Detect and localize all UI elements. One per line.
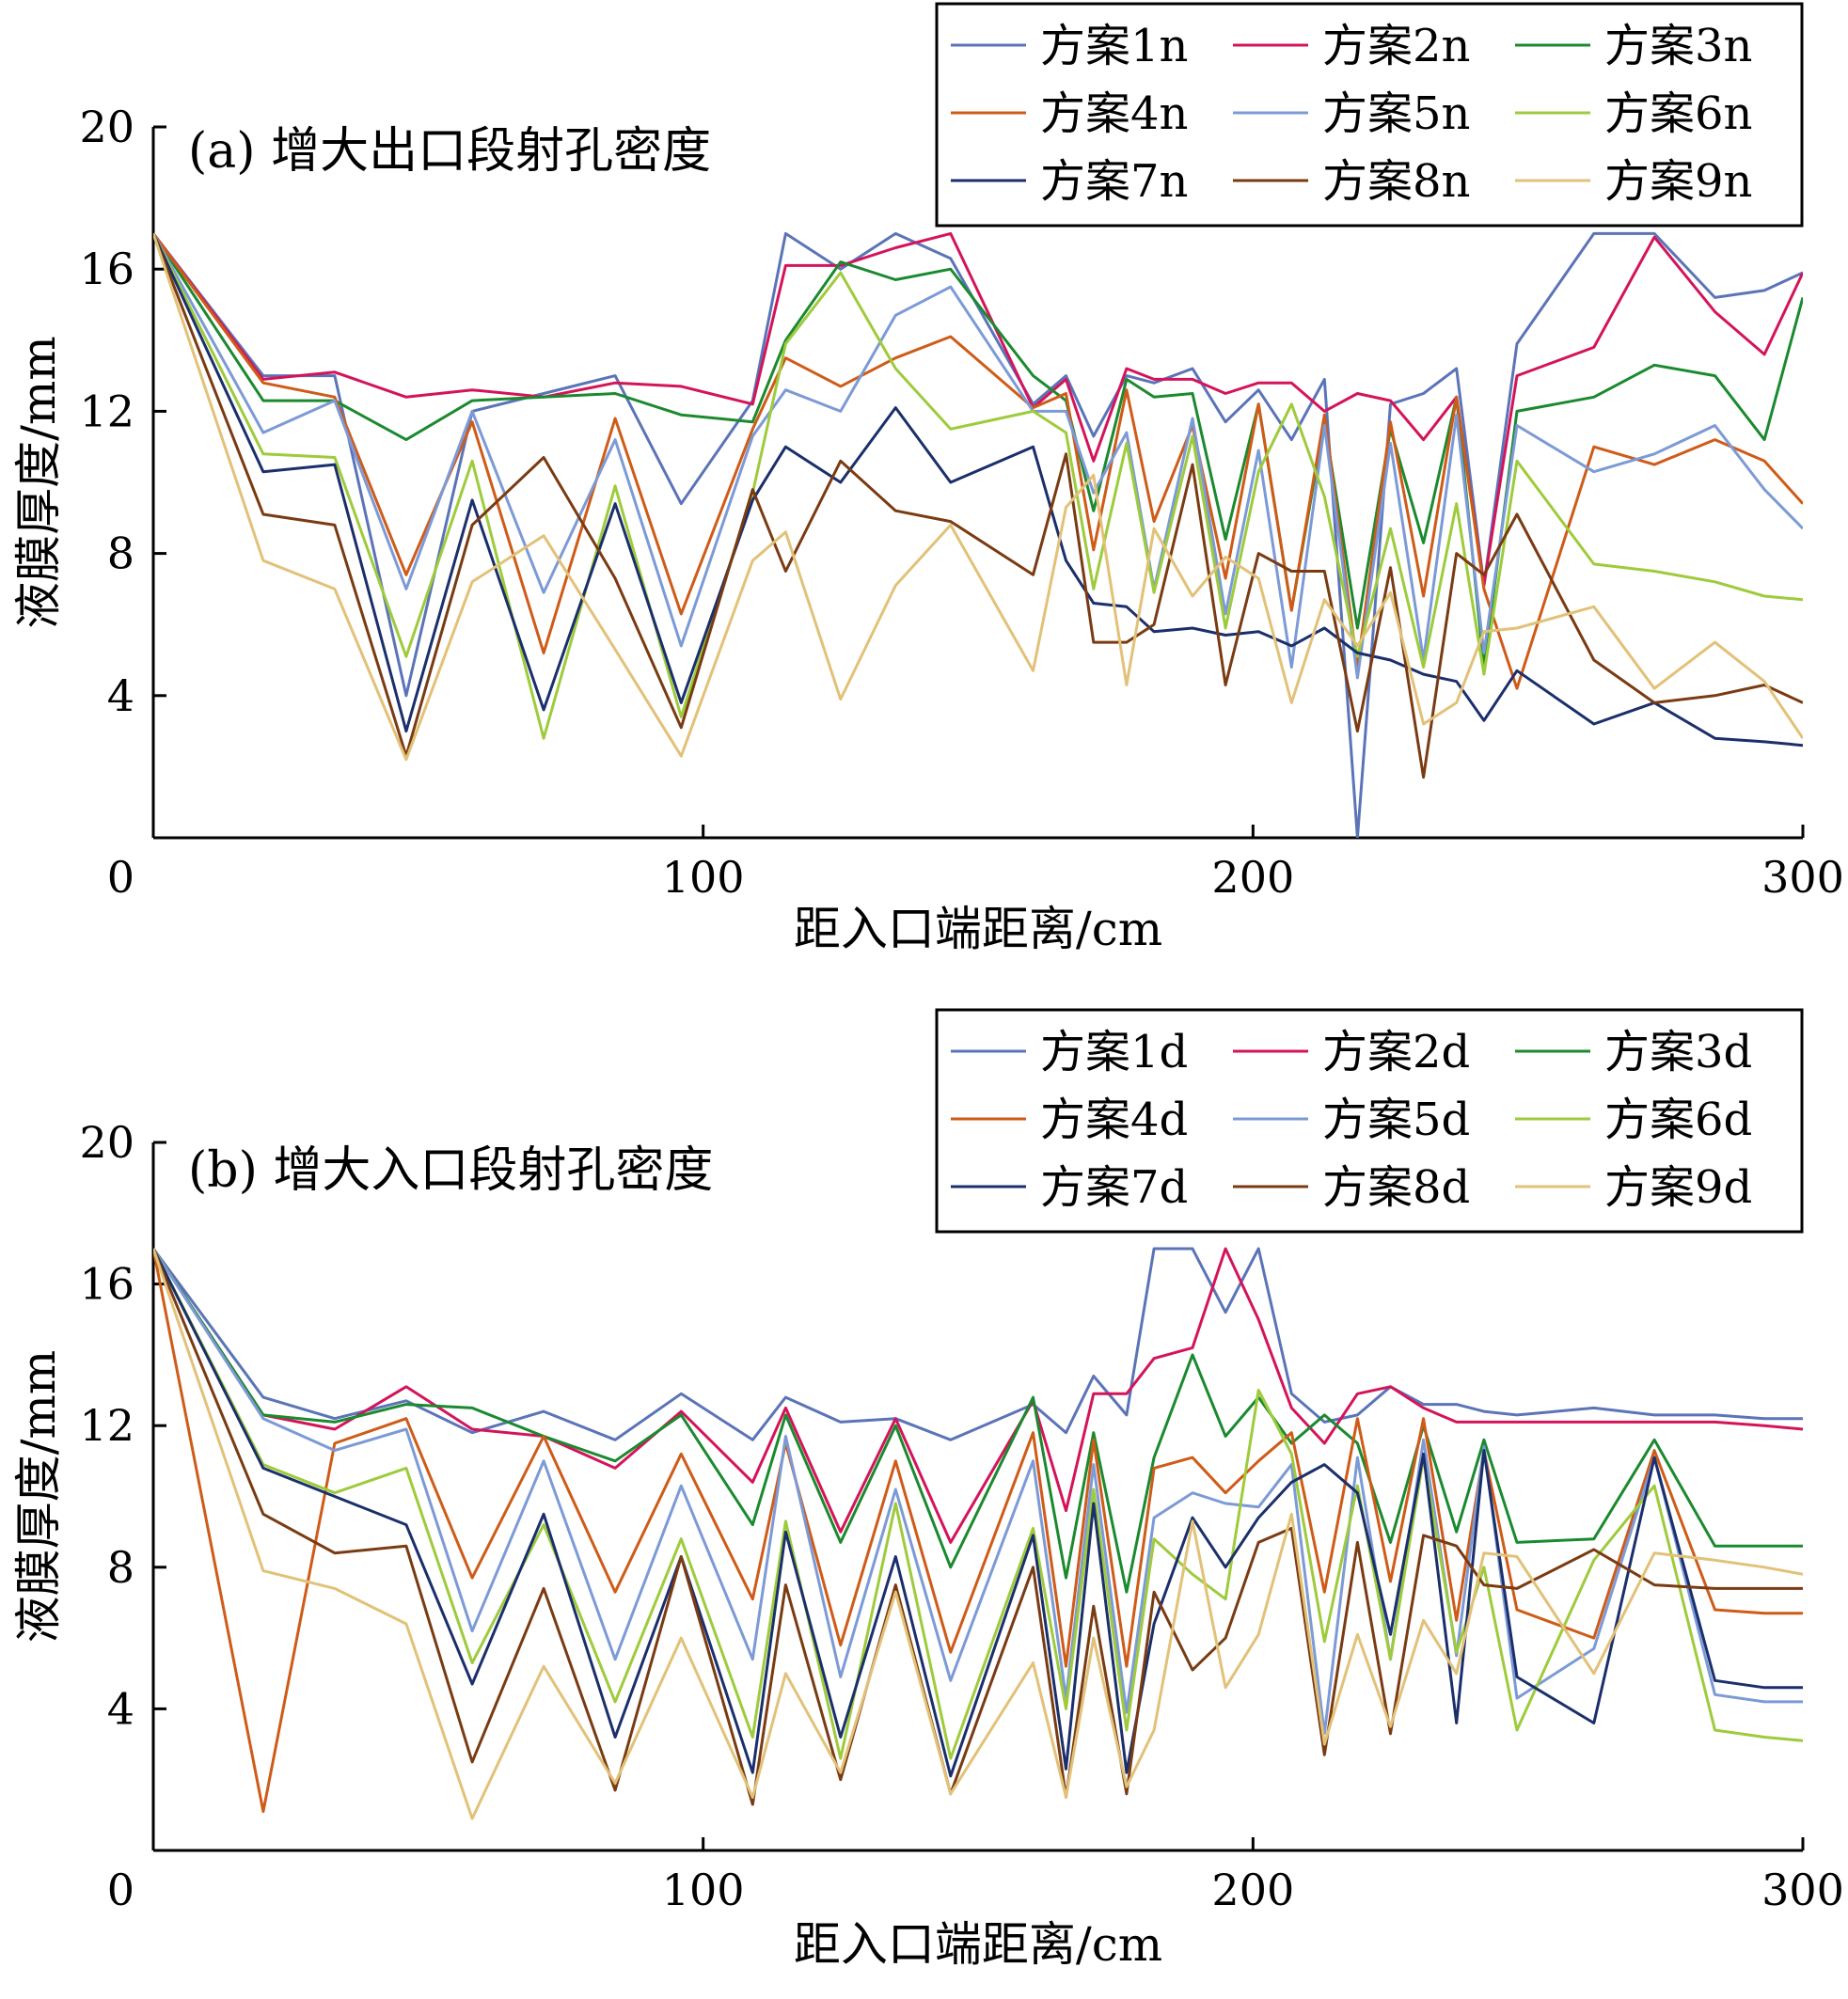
x-tick-label: 100	[662, 1865, 745, 1915]
y-tick-label: 4	[107, 670, 134, 721]
legend-label: 方案7d	[1040, 1161, 1188, 1214]
legend-label: 方案7n	[1040, 155, 1188, 208]
legend-label: 方案8d	[1322, 1161, 1470, 1214]
series-line-8	[153, 232, 1803, 779]
series-line-1	[153, 1247, 1803, 1441]
legend-label: 方案2n	[1322, 20, 1470, 72]
legend-label: 方案9d	[1604, 1161, 1752, 1214]
y-axis-label: 液膜厚度/mm	[11, 336, 66, 629]
y-tick-label: 20	[79, 102, 134, 152]
x-tick-label: 100	[662, 852, 745, 903]
series-line-6	[153, 232, 1803, 740]
x-tick-label: 200	[1211, 852, 1294, 903]
series-line-6	[153, 1248, 1803, 1760]
x-tick-label: 300	[1761, 852, 1844, 903]
series-line-9	[153, 1248, 1803, 1820]
y-tick-label: 4	[107, 1683, 134, 1734]
y-tick-label: 12	[79, 1400, 134, 1451]
series-line-8	[153, 1248, 1803, 1806]
series-line-7	[153, 232, 1803, 748]
x-axis-label: 距入口端距离/cm	[794, 902, 1162, 956]
y-tick-label: 8	[107, 528, 134, 579]
series-line-4	[153, 232, 1803, 690]
legend-label: 方案4d	[1040, 1094, 1188, 1146]
x-tick-label: 200	[1211, 1865, 1294, 1915]
y-axis-label: 液膜厚度/mm	[11, 1350, 66, 1644]
panel-b: 0 100 200 300 4 8 12 16 20 距入口端距离/cm 液膜厚度/mm (b) 增大…	[11, 1008, 1844, 1972]
series-group	[153, 1247, 1803, 1820]
legend-label: 方案5d	[1322, 1094, 1470, 1146]
legend-label: 方案5n	[1322, 87, 1470, 140]
series-line-2	[153, 231, 1803, 588]
y-tick-label: 8	[107, 1542, 134, 1593]
legend-label: 方案3n	[1604, 20, 1752, 72]
series-line-2	[153, 1247, 1803, 1544]
series-group	[153, 231, 1803, 838]
y-tick-label: 16	[79, 244, 134, 294]
legend-box	[935, 1008, 1804, 1234]
legend-label: 方案9n	[1604, 155, 1752, 208]
panel-a: 0 100 200 300 4 8 12 16 20 距入口端距离/cm 液膜厚度/mm (a) 增大…	[11, 2, 1844, 956]
x-axis-label: 距入口端距离/cm	[794, 1917, 1162, 1972]
legend-label: 方案2d	[1322, 1026, 1470, 1078]
series-line-3	[153, 1248, 1803, 1594]
legend-label: 方案3d	[1604, 1026, 1752, 1078]
y-tick-label: 20	[79, 1117, 134, 1168]
series-line-1	[153, 231, 1803, 838]
legend-label: 方案1d	[1040, 1026, 1188, 1078]
panel-title: (b) 增大入口段射孔密度	[188, 1142, 713, 1199]
y-tick-label: 12	[79, 386, 134, 436]
x-tick-label: 0	[107, 852, 134, 903]
series-line-3	[153, 232, 1803, 669]
legend-label: 方案8n	[1322, 155, 1470, 208]
series-line-5	[153, 232, 1803, 680]
y-tick-label: 16	[79, 1259, 134, 1310]
legend-label: 方案6n	[1604, 87, 1752, 140]
series-line-9	[153, 232, 1803, 762]
legend-label: 方案1n	[1040, 20, 1188, 72]
series-line-5	[153, 1248, 1803, 1736]
x-tick-label: 300	[1761, 1865, 1844, 1915]
series-line-4	[153, 1248, 1803, 1814]
panel-title: (a) 增大出口段射孔密度	[188, 123, 711, 180]
legend-label: 方案4n	[1040, 87, 1188, 140]
legend-label: 方案6d	[1604, 1094, 1752, 1146]
x-tick-label: 0	[107, 1865, 134, 1915]
legend-box	[935, 2, 1804, 228]
